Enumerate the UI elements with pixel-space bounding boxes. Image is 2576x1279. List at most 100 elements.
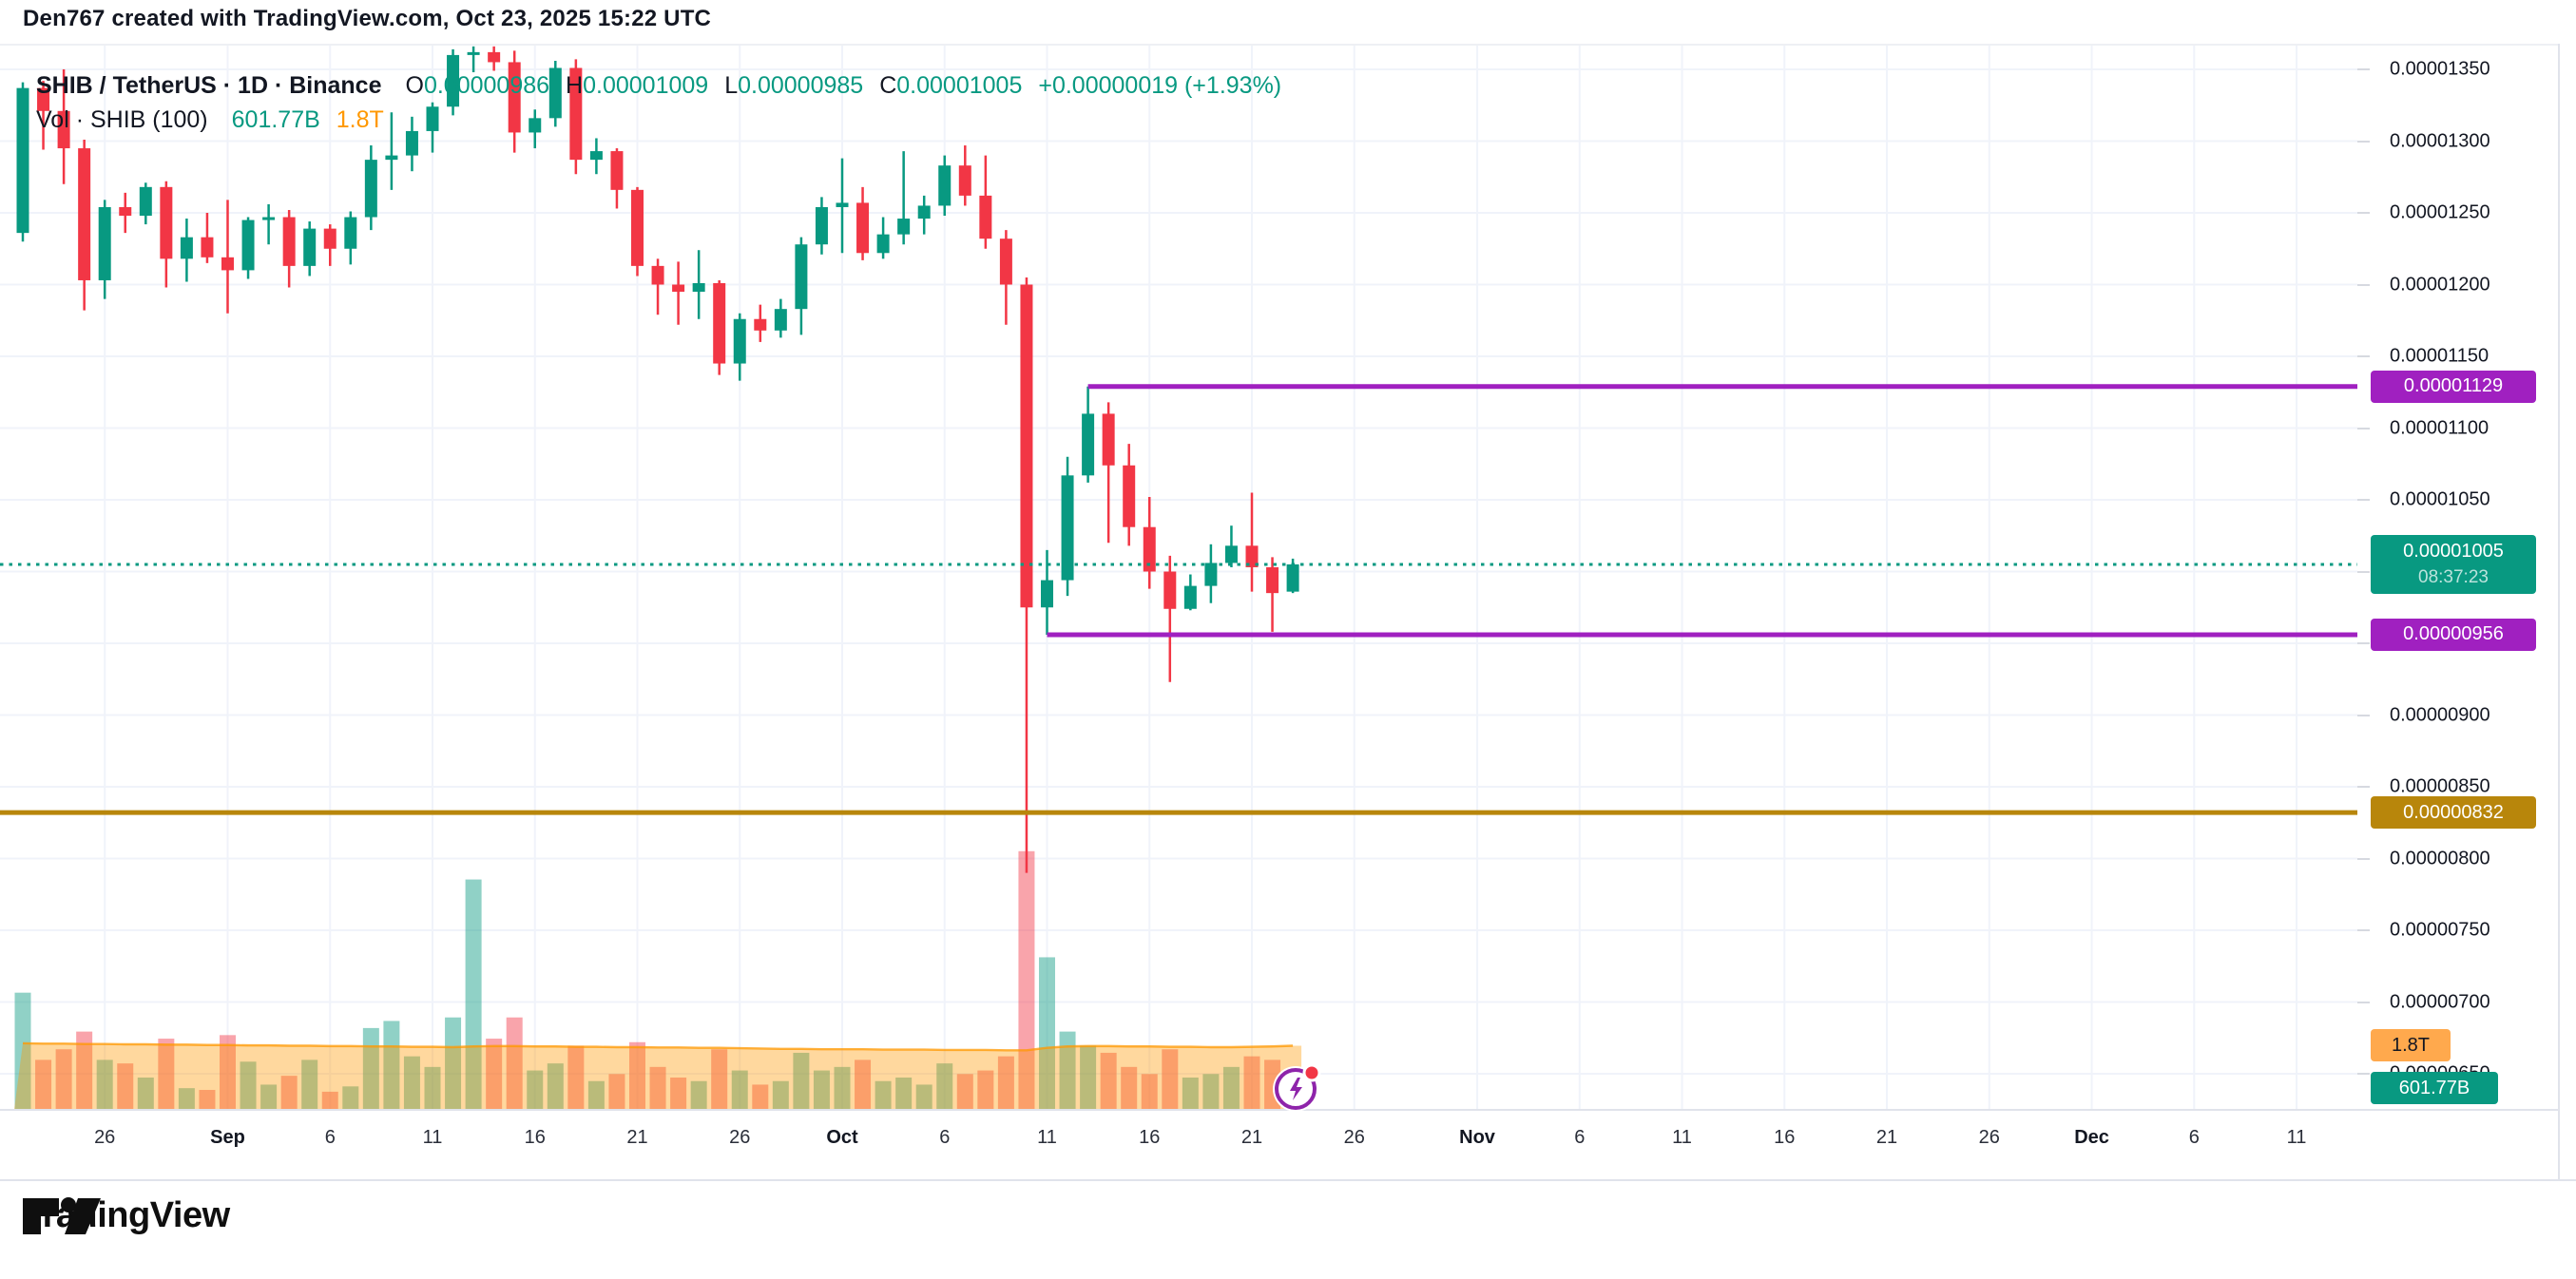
attribution-header: Den767 created with TradingView.com, Oct…	[23, 6, 712, 31]
volume-bar	[752, 1084, 769, 1110]
volume-bar	[1222, 1066, 1240, 1110]
price-axis-label: 0.00001150	[2390, 345, 2489, 367]
symbol-title[interactable]: SHIB / TetherUS · 1D · Binance	[36, 71, 382, 99]
volume-bar	[260, 1084, 278, 1110]
volume-bar	[117, 1063, 134, 1110]
ohlc-key: C	[879, 71, 897, 99]
volume-bar	[506, 1017, 523, 1110]
volume-bar	[1080, 1045, 1097, 1110]
candle-body-sep-14	[488, 51, 501, 63]
price-axis-label: 0.00001200	[2390, 274, 2490, 295]
candle-body-oct-11	[1041, 580, 1053, 608]
change-value: +0.00000019 (+1.93%)	[1038, 71, 1282, 99]
volume-bar	[1243, 1056, 1260, 1110]
candle-body-sep-7	[344, 217, 357, 249]
price-tick-mark	[2357, 499, 2370, 501]
candle-body-oct-4	[897, 219, 911, 235]
candle-body-sep-27	[754, 318, 767, 331]
time-axis-day-label: 26	[729, 1127, 751, 1148]
tradingview-logo[interactable]: TradingView	[23, 1195, 230, 1236]
volume-bar	[321, 1091, 338, 1110]
candle-body-oct-10	[1020, 284, 1033, 608]
price-axis-label: 0.00001250	[2390, 201, 2490, 223]
volume-bar	[977, 1070, 994, 1110]
volume-bar	[855, 1059, 872, 1110]
time-axis[interactable]: 26 Sep 6 11 16 21 26 Oct 6 11 16 21 26 Nov 6 11 16 21 26 De…	[0, 1110, 2559, 1180]
price-tick-mark	[2357, 212, 2370, 214]
price-axis-label: 0.00000750	[2390, 919, 2490, 941]
price-axis-label: 0.00001300	[2390, 130, 2490, 151]
price-axis-border	[2558, 44, 2560, 1181]
resistance-price-badge: 0.00001129	[2371, 370, 2536, 403]
time-axis-border	[0, 1109, 2559, 1111]
volume-bar	[1121, 1066, 1138, 1110]
ohlc-key: O	[405, 71, 424, 99]
event-marker-icon[interactable]	[1272, 1063, 1321, 1113]
volume-bar	[240, 1061, 257, 1110]
volume-bar	[465, 879, 482, 1110]
volume-indicator-label[interactable]: Vol · SHIB (100)	[36, 105, 208, 133]
volume-bar	[936, 1063, 953, 1110]
candle-body-oct-14	[1102, 413, 1115, 466]
volume-bar	[731, 1070, 748, 1110]
candle-body-oct-8	[979, 195, 992, 239]
candle-body-oct-19	[1204, 563, 1218, 586]
candle-body-aug-30	[180, 237, 193, 259]
symbol-legend-row: SHIB / TetherUS · 1D · Binance O 0.000009…	[36, 68, 1281, 103]
candle-body-oct-12	[1061, 475, 1074, 581]
volume-bar	[690, 1080, 707, 1110]
time-axis-day-label: 11	[2286, 1127, 2307, 1148]
time-axis-day-label: 11	[422, 1127, 443, 1148]
candle-body-oct-22	[1266, 566, 1279, 594]
candle-body-sep-18	[569, 67, 583, 161]
volume-bar	[567, 1045, 585, 1110]
golden-level-badge: 0.00000832	[2371, 796, 2536, 830]
volume-bar	[301, 1059, 318, 1110]
time-axis-month-label: Dec	[2074, 1127, 2109, 1148]
time-axis-day-label: 11	[1672, 1127, 1692, 1148]
price-axis[interactable]: 0.00001350 0.00001300 0.00001250 0.00001200…	[2357, 44, 2559, 1110]
time-axis-day-label: 26	[1343, 1127, 1365, 1148]
volume-ma-badge-value: 1.8T	[2391, 1034, 2431, 1056]
candle-body-sep-5	[303, 228, 317, 266]
candle-body-sep-6	[323, 228, 336, 249]
volume-bar	[76, 1031, 93, 1110]
volume-bar	[629, 1041, 645, 1110]
volume-ma-area	[14, 1042, 1302, 1110]
volume-bar	[1100, 1052, 1117, 1110]
volume-value-badge: 601.77B	[2371, 1072, 2498, 1104]
ohlc-l-value: L0.00000985	[724, 72, 863, 100]
candle-body-sep-1	[221, 257, 234, 271]
price-tick-mark	[2357, 140, 2370, 143]
volume-bar	[1162, 1049, 1179, 1110]
volume-value-badge-value: 601.77B	[2398, 1077, 2470, 1098]
price-tick-mark	[2357, 786, 2370, 788]
time-axis-day-label: 6	[2188, 1127, 2200, 1148]
candle-body-oct-16	[1143, 526, 1156, 572]
chart-top-border	[0, 44, 2559, 46]
price-tick-mark	[2357, 283, 2370, 286]
candle-body-sep-19	[589, 151, 603, 161]
notification-red-dot	[1302, 1063, 1321, 1082]
price-tick-mark	[2357, 714, 2370, 716]
volume-current-value: 601.77B	[231, 105, 320, 133]
price-tick-mark	[2357, 642, 2370, 644]
resistance-price-badge-value: 0.00001129	[2403, 375, 2504, 397]
time-axis-day-label: 21	[626, 1127, 648, 1148]
volume-bar	[649, 1066, 666, 1110]
ohlc-value: 0.00000985	[738, 71, 864, 99]
time-axis-day-label: 16	[1774, 1127, 1796, 1148]
price-tick-mark	[2357, 427, 2370, 430]
price-axis-label: 0.00001050	[2390, 488, 2490, 510]
volume-bar	[445, 1017, 462, 1110]
candle-body-sep-24	[692, 282, 705, 293]
volume-bar	[1018, 850, 1035, 1110]
volume-ma-line	[22, 1041, 1294, 1052]
volume-bar	[1182, 1078, 1199, 1110]
candle-body-aug-28	[139, 186, 152, 217]
volume-bar	[834, 1066, 851, 1110]
volume-bar	[35, 1059, 52, 1110]
volume-bar	[711, 1049, 728, 1110]
